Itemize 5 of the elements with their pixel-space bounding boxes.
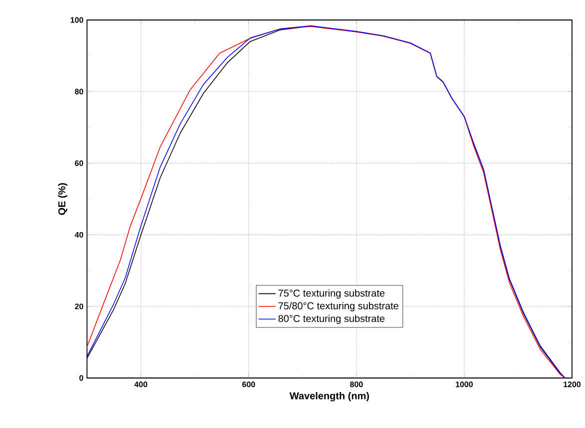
x-axis-title: Wavelength (nm): [290, 392, 369, 402]
y-axis-title: QE (%): [58, 183, 68, 215]
legend-label: 75/80°C texturing substrate: [278, 302, 398, 312]
legend-label: 75°C texturing substrate: [278, 289, 385, 299]
legend-label: 80°C texturing substrate: [278, 314, 385, 324]
